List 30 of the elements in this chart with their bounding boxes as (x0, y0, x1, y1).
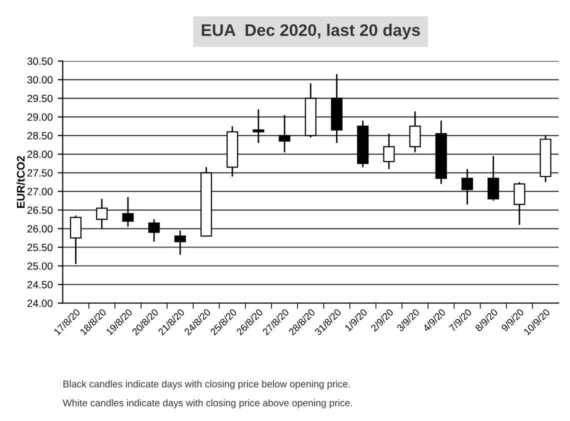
candlestick (70, 214, 82, 265)
text: White candles indicate days with closing price above opening price. (62, 399, 352, 408)
candlestick (409, 110, 421, 153)
candlestick (488, 155, 500, 202)
y-tick-label: 29.50 (27, 94, 53, 102)
y-tick-label: 29.00 (27, 113, 53, 121)
y-tick-label: 24.50 (27, 281, 53, 288)
candlestick (174, 230, 186, 256)
candlestick (383, 132, 395, 170)
y-tick-label: 27.50 (27, 169, 53, 177)
y-tick-label: 25.50 (27, 244, 53, 252)
candlestick (96, 198, 108, 230)
candlestick (278, 114, 290, 153)
candlestick (148, 218, 160, 242)
chart-title: EUA Dec 2020, last 20 days (202, 24, 420, 40)
candlestick (122, 196, 134, 228)
candlestick (252, 108, 264, 144)
y-tick-label: 28.00 (27, 150, 53, 158)
y-tick-label: 30.00 (27, 76, 53, 84)
candlestick (514, 181, 526, 226)
candlestick (461, 168, 474, 206)
y-tick-label: 26.50 (27, 206, 53, 214)
text: Black candles indicate days with closing price below opening price. (64, 380, 350, 390)
y-tick-label: 24.00 (27, 300, 53, 307)
y-tick-label: 27.00 (27, 188, 53, 196)
y-tick-label: 28.50 (27, 132, 53, 140)
y-tick-label: 25.00 (27, 262, 53, 270)
y-axis-title: EUR/tCO2 (16, 156, 25, 208)
y-tick-label: 30.50 (27, 58, 53, 65)
y-tick-label: 26.00 (27, 225, 53, 233)
